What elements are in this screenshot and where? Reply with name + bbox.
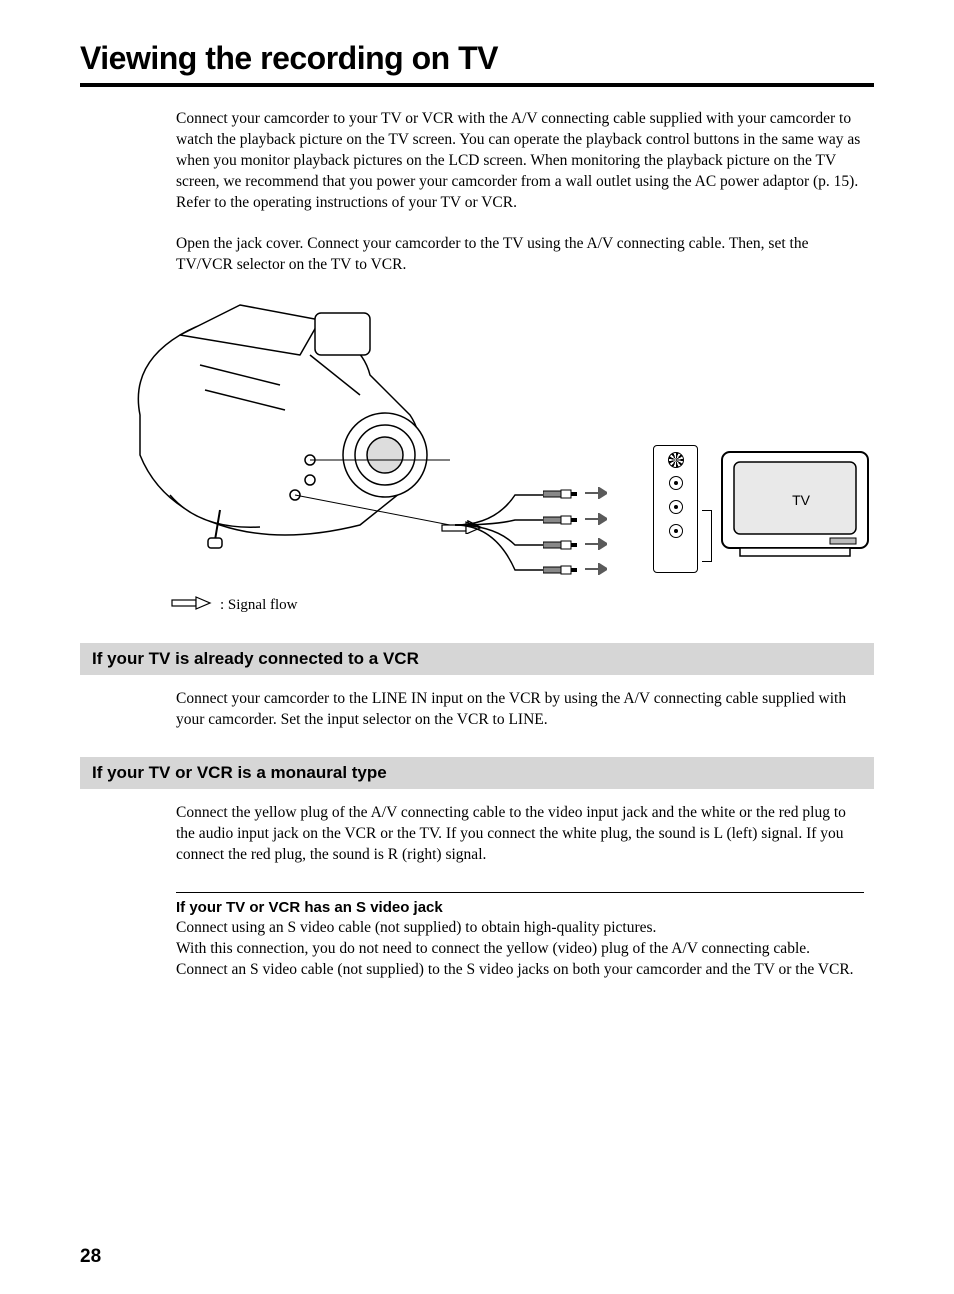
page-number: 28 — [80, 1246, 101, 1268]
note-heading: If your TV or VCR has an S video jack — [176, 899, 874, 916]
plug-row-video — [543, 513, 607, 525]
note-rule — [176, 892, 864, 893]
plug-row-svideo — [543, 487, 607, 499]
note-body: Connect using an S video cable (not supp… — [176, 918, 864, 981]
subheading-monaural-body: Connect the yellow plug of the A/V conne… — [176, 803, 864, 866]
note-line-3: Connect an S video cable (not supplied) … — [176, 960, 864, 981]
page-title: Viewing the recording on TV — [80, 40, 874, 77]
rca-plug-icon — [543, 564, 577, 574]
rca-plug-icon — [543, 539, 577, 549]
plug-row-audio-r — [543, 563, 607, 575]
plug-row-audio-l — [543, 538, 607, 550]
subheading-monaural: If your TV or VCR is a monaural type — [80, 757, 874, 789]
connection-diagram: TV : Signal flow — [110, 295, 870, 615]
arrow-icon — [585, 487, 607, 499]
signal-flow-legend-text: : Signal flow — [220, 597, 298, 614]
tv-input-jack-panel — [653, 445, 698, 573]
audio-r-jack-icon — [669, 524, 683, 538]
intro-paragraph-1: Connect your camcorder to your TV or VCR… — [176, 109, 864, 214]
camcorder-illustration — [110, 295, 450, 555]
manual-page: Viewing the recording on TV Connect your… — [0, 0, 954, 1021]
signal-flow-legend-arrow-icon — [170, 596, 212, 615]
arrow-icon — [585, 563, 607, 575]
note-line-2: With this connection, you do not need to… — [176, 939, 864, 960]
note-line-1: Connect using an S video cable (not supp… — [176, 918, 864, 939]
svideo-plug-icon — [543, 488, 577, 498]
arrow-icon — [585, 538, 607, 550]
intro-paragraph-2: Open the jack cover. Connect your camcor… — [176, 234, 864, 276]
subheading-vcr: If your TV is already connected to a VCR — [80, 643, 874, 675]
rca-plug-icon — [543, 514, 577, 524]
signal-flow-legend: : Signal flow — [170, 596, 298, 615]
tv-label: TV — [792, 492, 810, 508]
intro-block: Connect your camcorder to your TV or VCR… — [176, 109, 864, 275]
audio-jack-bracket — [702, 510, 712, 562]
video-jack-icon — [669, 476, 683, 490]
svideo-jack-icon — [668, 452, 684, 468]
title-rule — [80, 83, 874, 87]
arrow-icon — [585, 513, 607, 525]
subheading-vcr-body: Connect your camcorder to the LINE IN in… — [176, 689, 864, 731]
audio-l-jack-icon — [669, 500, 683, 514]
